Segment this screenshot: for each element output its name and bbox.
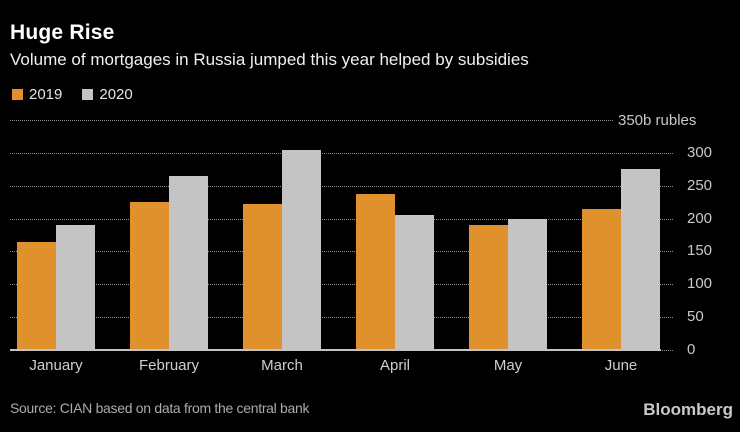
gridline-250 — [10, 186, 673, 187]
bar-2020-may — [508, 219, 547, 350]
bar-2020-june — [621, 169, 660, 350]
bar-2019-june — [582, 209, 621, 350]
y-tick-label-0: 0 — [687, 341, 696, 358]
gridline-350 — [10, 120, 613, 121]
top-axis-label: 350b rubles — [618, 112, 697, 129]
bar-2020-march — [282, 150, 321, 350]
x-tick-label-january: January — [29, 357, 83, 374]
chart-title: Huge Rise — [10, 21, 115, 44]
bar-2019-april — [356, 194, 395, 350]
gridline-100 — [10, 284, 673, 285]
bar-2019-february — [130, 202, 169, 350]
y-tick-label-150: 150 — [687, 242, 713, 259]
chart-legend: 2019 2020 — [12, 86, 133, 103]
bar-2020-april — [395, 215, 434, 350]
y-tick-label-300: 300 — [687, 144, 713, 161]
y-tick-label-200: 200 — [687, 210, 713, 227]
bar-2020-january — [56, 225, 95, 350]
x-tick-label-may: May — [493, 357, 523, 374]
y-tick-label-250: 250 — [687, 177, 713, 194]
x-axis-baseline — [10, 349, 661, 351]
chart-subtitle: Volume of mortgages in Russia jumped thi… — [10, 50, 529, 69]
y-tick-label-50: 50 — [687, 308, 704, 325]
legend-item-2019: 2019 — [12, 86, 62, 103]
gridline-150 — [10, 251, 673, 252]
source-note: Source: CIAN based on data from the cent… — [10, 400, 310, 416]
legend-label-2020: 2020 — [99, 86, 133, 103]
bar-2020-february — [169, 176, 208, 350]
x-tick-label-june: June — [604, 357, 638, 374]
legend-item-2020: 2020 — [82, 86, 133, 103]
x-tick-label-february: February — [138, 357, 200, 374]
gridline-300 — [10, 153, 673, 154]
gridline-200 — [10, 219, 673, 220]
gridline-50 — [10, 317, 673, 318]
legend-swatch-2020 — [82, 89, 94, 100]
legend-label-2019: 2019 — [29, 86, 63, 103]
bar-2019-january — [17, 242, 56, 350]
bloomberg-logo: Bloomberg — [643, 400, 733, 419]
bar-2019-may — [469, 225, 508, 350]
x-tick-label-march: March — [261, 357, 303, 374]
bar-2019-march — [243, 204, 282, 350]
y-tick-label-100: 100 — [687, 275, 713, 292]
x-tick-label-april: April — [379, 357, 410, 374]
legend-swatch-2019 — [12, 89, 23, 100]
